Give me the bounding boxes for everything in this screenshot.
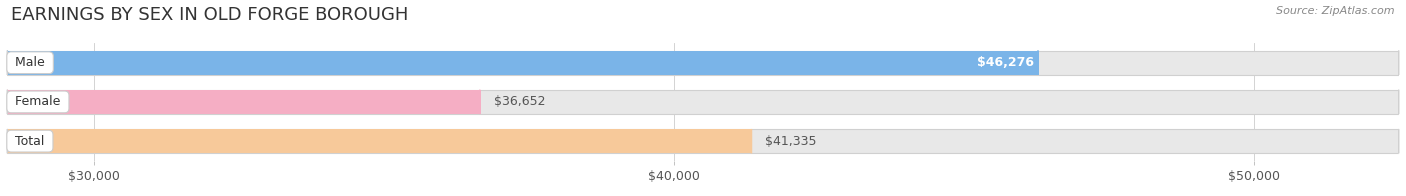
Text: Source: ZipAtlas.com: Source: ZipAtlas.com xyxy=(1277,6,1395,16)
Bar xyxy=(7,90,1399,114)
Bar xyxy=(7,129,1399,153)
Text: EARNINGS BY SEX IN OLD FORGE BOROUGH: EARNINGS BY SEX IN OLD FORGE BOROUGH xyxy=(11,6,409,24)
Text: Female: Female xyxy=(11,95,65,108)
Text: $36,652: $36,652 xyxy=(494,95,546,108)
Bar xyxy=(7,129,751,153)
Text: $41,335: $41,335 xyxy=(765,135,817,148)
Bar xyxy=(7,51,1038,75)
Bar xyxy=(7,90,479,114)
Text: Total: Total xyxy=(11,135,49,148)
Text: $46,276: $46,276 xyxy=(977,56,1033,69)
Text: Male: Male xyxy=(11,56,49,69)
Bar xyxy=(7,51,1399,75)
